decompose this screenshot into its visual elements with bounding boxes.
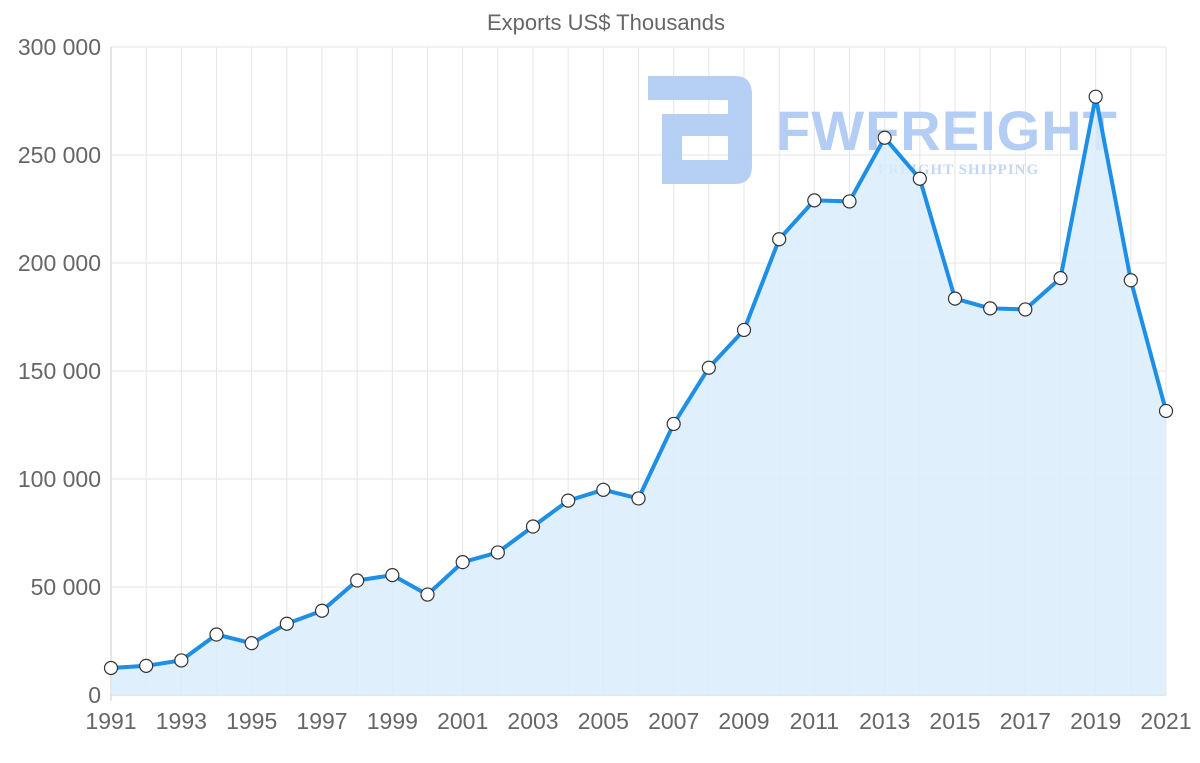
data-point-2015 bbox=[947, 291, 963, 306]
x-axis-ticks: 1991 1993 1995 1997 1999 2001 2003 2005 2007 2009… bbox=[85, 708, 1191, 734]
data-point-2017 bbox=[1018, 302, 1033, 317]
data-point-1996 bbox=[279, 616, 294, 631]
y-axis-ticks: 0 50 000 100 000 150 000 200 000 250 000 300 0… bbox=[18, 34, 101, 708]
data-point-1994 bbox=[209, 627, 224, 642]
x-tick-label: 1997 bbox=[296, 708, 347, 734]
x-tick-label: 2011 bbox=[790, 708, 839, 734]
watermark: FWFREIGHT FREIGHT SHIPPING bbox=[648, 76, 1118, 184]
x-tick-label: 2003 bbox=[507, 708, 558, 734]
data-point-2003 bbox=[525, 519, 541, 534]
data-point-2007 bbox=[666, 416, 681, 432]
data-point-2012 bbox=[842, 194, 857, 209]
x-tick-label: 2013 bbox=[859, 708, 910, 734]
data-point-2016 bbox=[983, 301, 998, 316]
x-tick-label: 2005 bbox=[578, 708, 629, 734]
data-point-2004 bbox=[561, 493, 576, 508]
area-fill bbox=[111, 96, 1166, 695]
data-point-2005 bbox=[596, 482, 611, 497]
x-tick-label: 2021 bbox=[1140, 708, 1191, 734]
data-point-2008 bbox=[701, 360, 716, 375]
data-point-2020 bbox=[1123, 273, 1138, 288]
y-tick-label: 300 000 bbox=[18, 34, 101, 60]
data-point-2021 bbox=[1158, 403, 1174, 419]
data-point-2006 bbox=[631, 491, 646, 506]
data-point-1999 bbox=[385, 568, 400, 583]
data-point-1997 bbox=[314, 603, 330, 618]
data-point-1995 bbox=[244, 636, 259, 651]
data-point-2010 bbox=[772, 232, 787, 247]
y-tick-label: 50 000 bbox=[31, 574, 101, 600]
x-tick-label: 2001 bbox=[437, 708, 488, 734]
y-tick-label: 150 000 bbox=[18, 358, 101, 384]
x-tick-label: 2009 bbox=[718, 708, 769, 734]
x-tick-label: 2019 bbox=[1070, 708, 1121, 734]
y-tick-label: 100 000 bbox=[18, 466, 101, 492]
data-point-2018 bbox=[1053, 271, 1068, 286]
x-tick-label: 1991 bbox=[85, 708, 136, 734]
data-point-2014 bbox=[912, 171, 927, 186]
y-tick-label: 200 000 bbox=[18, 250, 101, 276]
data-point-2001 bbox=[455, 555, 470, 570]
x-tick-label: 2017 bbox=[1000, 708, 1051, 734]
fw-logo-icon bbox=[648, 76, 752, 184]
chart-title: Exports US$ Thousands bbox=[487, 10, 725, 35]
x-tick-label: 2007 bbox=[648, 708, 699, 734]
data-point-2002 bbox=[490, 545, 505, 560]
data-point-1992 bbox=[139, 658, 154, 673]
data-point-1991 bbox=[103, 660, 119, 676]
x-tick-label: 2015 bbox=[929, 708, 980, 734]
data-point-2009 bbox=[736, 322, 752, 338]
x-tick-label: 1993 bbox=[156, 708, 207, 734]
data-point-2019 bbox=[1088, 89, 1103, 104]
data-point-2000 bbox=[420, 587, 435, 602]
x-tick-label: 1995 bbox=[226, 708, 277, 734]
data-point-1993 bbox=[174, 653, 189, 668]
data-point-2013 bbox=[877, 130, 892, 145]
watermark-brand: FWFREIGHT bbox=[776, 99, 1118, 162]
data-point-1998 bbox=[350, 573, 365, 588]
x-tick-label: 1999 bbox=[367, 708, 418, 734]
y-tick-label: 0 bbox=[88, 682, 101, 708]
data-point-2011 bbox=[807, 193, 822, 208]
data-points bbox=[103, 89, 1174, 676]
y-tick-label: 250 000 bbox=[18, 142, 101, 168]
